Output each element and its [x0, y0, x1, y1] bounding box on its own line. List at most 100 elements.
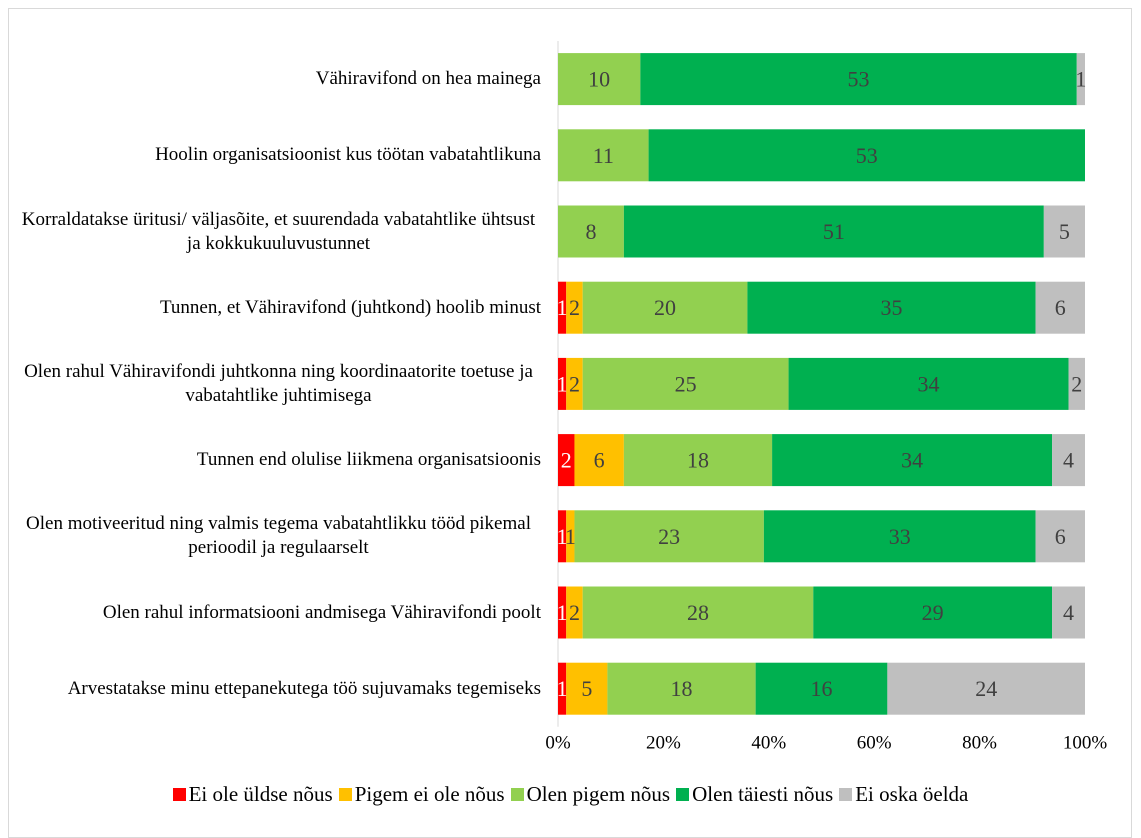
legend-label: Ei ole üldse nõus — [188, 782, 333, 806]
data-label: 1 — [557, 524, 568, 549]
legend-swatch — [839, 788, 853, 801]
category-label: Olen motiveeritud ning valmis tegema vab… — [26, 513, 531, 559]
legend-label: Olen pigem nõus — [526, 782, 671, 806]
bar-segment — [582, 281, 748, 334]
legend: Ei ole üldse nõus Pigem ei ole nõus Olen p… — [0, 782, 1141, 807]
legend-label: Pigem ei ole nõus — [354, 782, 505, 806]
data-label: 16 — [811, 676, 833, 701]
bar-segment — [1035, 510, 1085, 563]
category-label-box: Tunnen, et Vähiravifond (juhtkond) hooli… — [16, 296, 541, 320]
category-label-box: Tunnen end olulise liikmena organisatsio… — [16, 448, 541, 472]
x-tick-label: 0% — [545, 733, 571, 754]
data-label: 1 — [557, 600, 568, 625]
data-label: 2 — [569, 371, 580, 396]
bar-segment — [648, 129, 1085, 182]
data-label: 1 — [1075, 67, 1086, 92]
bar-segment — [558, 53, 641, 106]
bar-segment — [566, 662, 608, 715]
bar-segment — [558, 510, 567, 563]
legend-swatch — [172, 788, 186, 801]
data-label: 10 — [588, 67, 610, 92]
x-tick-label: 40% — [751, 733, 786, 754]
data-label: 28 — [687, 600, 709, 625]
data-label: 2 — [569, 295, 580, 320]
data-label: 2 — [569, 600, 580, 625]
data-label: 35 — [880, 295, 902, 320]
bar-segment — [640, 53, 1077, 106]
legend-swatch — [510, 788, 524, 801]
category-label: Tunnen, et Vähiravifond (juhtkond) hooli… — [159, 296, 541, 318]
bar-segment — [1068, 357, 1085, 410]
data-label: 1 — [565, 524, 576, 549]
bar-segment — [582, 357, 789, 410]
data-label: 18 — [671, 676, 693, 701]
category-label: Korraldatakse üritusi/ väljasõite, et su… — [21, 208, 536, 254]
legend-label: Ei oska öelda — [855, 782, 969, 806]
data-label: 6 — [1055, 524, 1066, 549]
bar-segment — [566, 586, 583, 639]
legend-item: Ei oska öelda — [839, 782, 968, 807]
data-label: 5 — [1059, 219, 1070, 244]
legend-item: Ei ole üldse nõus — [172, 782, 333, 807]
bar-segment — [1076, 53, 1085, 106]
category-label-box: Olen rahul informatsiooni andmisega Vähi… — [16, 601, 541, 625]
x-tick-label: 80% — [962, 733, 997, 754]
legend-item: Pigem ei ole nõus — [338, 782, 505, 807]
legend-swatch — [338, 788, 352, 801]
bar-segment — [574, 510, 764, 563]
category-label: Hoolin organisatsioonist kus töötan vaba… — [155, 144, 541, 166]
data-label: 2 — [561, 448, 572, 473]
data-label: 2 — [1071, 371, 1082, 396]
bar-segment — [566, 281, 583, 334]
data-label: 11 — [593, 143, 614, 168]
bar-segment — [574, 434, 624, 487]
data-label: 18 — [687, 448, 709, 473]
data-label: 29 — [922, 600, 944, 625]
category-label: Vähiravifond on hea mainega — [315, 68, 541, 90]
category-label-box: Olen rahul Vähiravifondi juhtkonna ning … — [16, 360, 541, 408]
data-label: 34 — [918, 371, 940, 396]
data-label: 34 — [901, 448, 923, 473]
category-label: Olen rahul Vähiravifondi juhtkonna ning … — [24, 360, 533, 406]
bar-segment — [566, 357, 583, 410]
legend-swatch — [676, 788, 690, 801]
category-label-box: Vähiravifond on hea mainega — [16, 67, 541, 91]
category-label-box: Hoolin organisatsioonist kus töötan vaba… — [16, 143, 541, 167]
data-label: 6 — [594, 448, 605, 473]
bar-segment — [558, 281, 567, 334]
legend-item: Olen pigem nõus — [510, 782, 671, 807]
data-label: 1 — [557, 676, 568, 701]
bar-segment — [755, 662, 888, 715]
category-label-box: Korraldatakse üritusi/ väljasõite, et su… — [16, 208, 541, 256]
data-label: 8 — [585, 219, 596, 244]
x-tick-label: 60% — [857, 733, 892, 754]
data-label: 53 — [856, 143, 878, 168]
bar-segment — [582, 586, 814, 639]
data-label: 1 — [557, 295, 568, 320]
bar-segment — [558, 662, 567, 715]
data-label: 4 — [1063, 448, 1074, 473]
bar-segment — [558, 357, 567, 410]
bar-segment — [1052, 586, 1085, 639]
bar-segment — [747, 281, 1036, 334]
bar-segment — [623, 205, 1044, 258]
legend-item: Olen täiesti nõus — [676, 782, 833, 807]
bar-segment — [566, 510, 575, 563]
bar-segment — [813, 586, 1053, 639]
category-label: Arvestatakse minu ettepanekutega töö suj… — [67, 677, 541, 699]
bar-segment — [558, 205, 624, 258]
bar-segment — [1052, 434, 1085, 487]
bar-segment — [607, 662, 756, 715]
data-label: 20 — [654, 295, 676, 320]
data-label: 24 — [975, 676, 997, 701]
bar-segment — [558, 586, 567, 639]
bar-segment — [772, 434, 1053, 487]
bar-segment — [558, 434, 575, 487]
data-label: 5 — [581, 676, 592, 701]
bar-segment — [558, 129, 649, 182]
category-label: Tunnen end olulise liikmena organisatsio… — [196, 449, 541, 471]
data-label: 53 — [848, 67, 870, 92]
bar-segment — [788, 357, 1069, 410]
data-label: 4 — [1063, 600, 1074, 625]
category-label-box: Olen motiveeritud ning valmis tegema vab… — [16, 512, 541, 560]
